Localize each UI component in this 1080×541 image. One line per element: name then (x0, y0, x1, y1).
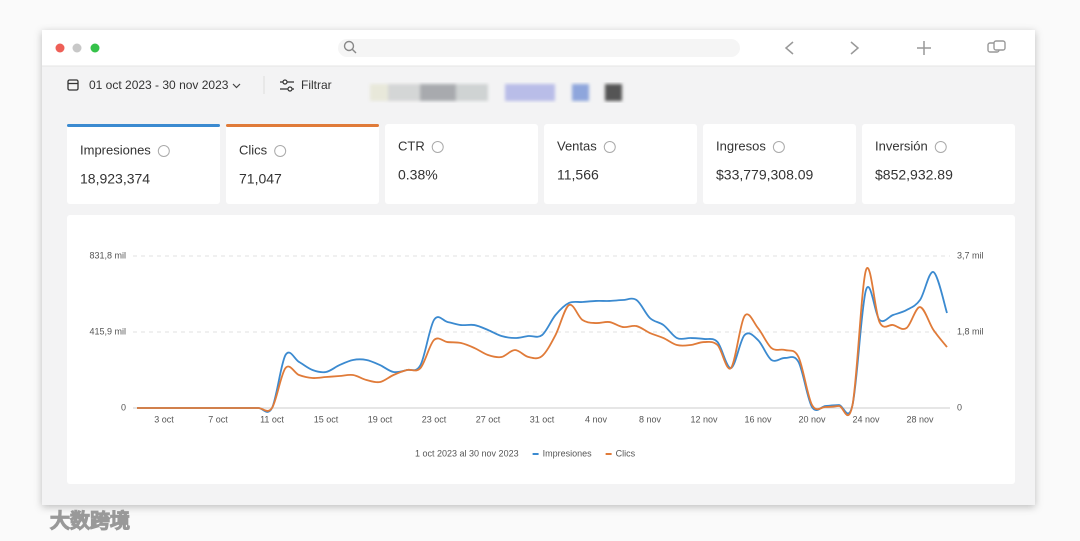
kpi-label: Ventas (557, 138, 597, 153)
close-dot[interactable] (55, 43, 65, 53)
search-icon (343, 40, 355, 52)
kpi-card (385, 124, 538, 204)
blur-block (370, 84, 388, 101)
y-tick-label: 0 (121, 402, 126, 412)
x-tick-label: 4 nov (585, 414, 608, 424)
help-icon (772, 141, 785, 153)
date-range[interactable]: 01 oct 2023 - 30 nov 2023 (89, 78, 229, 92)
y-tick-label: 1,8 mil (957, 326, 984, 336)
x-tick-label: 31 oct (530, 414, 555, 424)
x-tick-label: 3 oct (154, 414, 174, 424)
blur-block (420, 84, 456, 101)
x-tick-label: 23 oct (422, 414, 447, 424)
blur-block (456, 84, 488, 101)
tabs-button[interactable] (993, 40, 1006, 51)
y-tick-label: 0 (957, 402, 962, 412)
dropdown-caret (232, 83, 241, 89)
legend-title: 1 oct 2023 al 30 nov 2023 (415, 448, 519, 458)
x-tick-label: 19 oct (368, 414, 393, 424)
address-bar[interactable] (338, 39, 740, 57)
legend-label: Clics (616, 448, 636, 458)
x-tick-label: 8 nov (639, 414, 662, 424)
calendar-icon (67, 79, 79, 91)
y-tick-label: 3,7 mil (957, 250, 984, 260)
filter-button[interactable]: Filtrar (301, 78, 332, 92)
blur-block (572, 84, 589, 101)
forward-button[interactable] (850, 41, 860, 55)
kpi-value: $852,932.89 (875, 167, 953, 183)
watermark: 大数跨境 (50, 508, 130, 532)
x-tick-label: 24 nov (852, 414, 880, 424)
help-icon (157, 145, 170, 157)
y-tick-label: 831,8 mil (89, 250, 126, 260)
x-tick-label: 20 nov (798, 414, 826, 424)
kpi-accent (226, 124, 379, 127)
y-tick-label: 415,9 mil (89, 326, 126, 336)
kpi-value: 11,566 (557, 167, 599, 183)
x-tick-label: 11 oct (260, 414, 284, 424)
kpi-value: 0.38% (398, 167, 438, 183)
kpi-label: CTR (398, 138, 425, 153)
kpi-label: Ingresos (716, 138, 766, 153)
kpi-card (544, 124, 697, 204)
help-icon (934, 141, 947, 153)
kpi-accent (67, 124, 220, 127)
help-icon (603, 141, 616, 153)
help-icon (431, 141, 444, 153)
x-tick-label: 15 oct (314, 414, 339, 424)
back-button[interactable] (784, 41, 794, 55)
kpi-card (67, 124, 220, 204)
kpi-value: $33,779,308.09 (716, 167, 814, 183)
kpi-card (703, 124, 856, 204)
x-tick-label: 7 oct (208, 414, 228, 424)
blur-block (505, 84, 555, 101)
filter-icon (282, 79, 288, 85)
zoom-dot[interactable] (90, 43, 100, 53)
kpi-card (862, 124, 1015, 204)
filter-icon (287, 86, 293, 92)
kpi-label: Clics (239, 142, 268, 157)
kpi-label: Inversión (875, 138, 928, 153)
x-tick-label: 28 nov (906, 414, 934, 424)
help-icon (274, 145, 287, 157)
minimize-dot[interactable] (72, 43, 82, 53)
x-tick-label: 27 oct (476, 414, 501, 424)
search-icon (351, 48, 357, 54)
kpi-label: Impresiones (80, 142, 151, 157)
blur-block (605, 84, 622, 101)
kpi-value: 71,047 (239, 171, 282, 187)
kpi-value: 18,923,374 (80, 171, 150, 187)
kpi-card (226, 124, 379, 204)
blurred-filters (370, 84, 622, 101)
series-line (137, 267, 948, 417)
new-tab-button[interactable] (917, 41, 931, 55)
blur-block (388, 84, 420, 101)
legend-label: Impresiones (543, 448, 593, 458)
x-tick-label: 16 nov (744, 414, 772, 424)
x-tick-label: 12 nov (690, 414, 718, 424)
chart-card (67, 215, 1015, 484)
